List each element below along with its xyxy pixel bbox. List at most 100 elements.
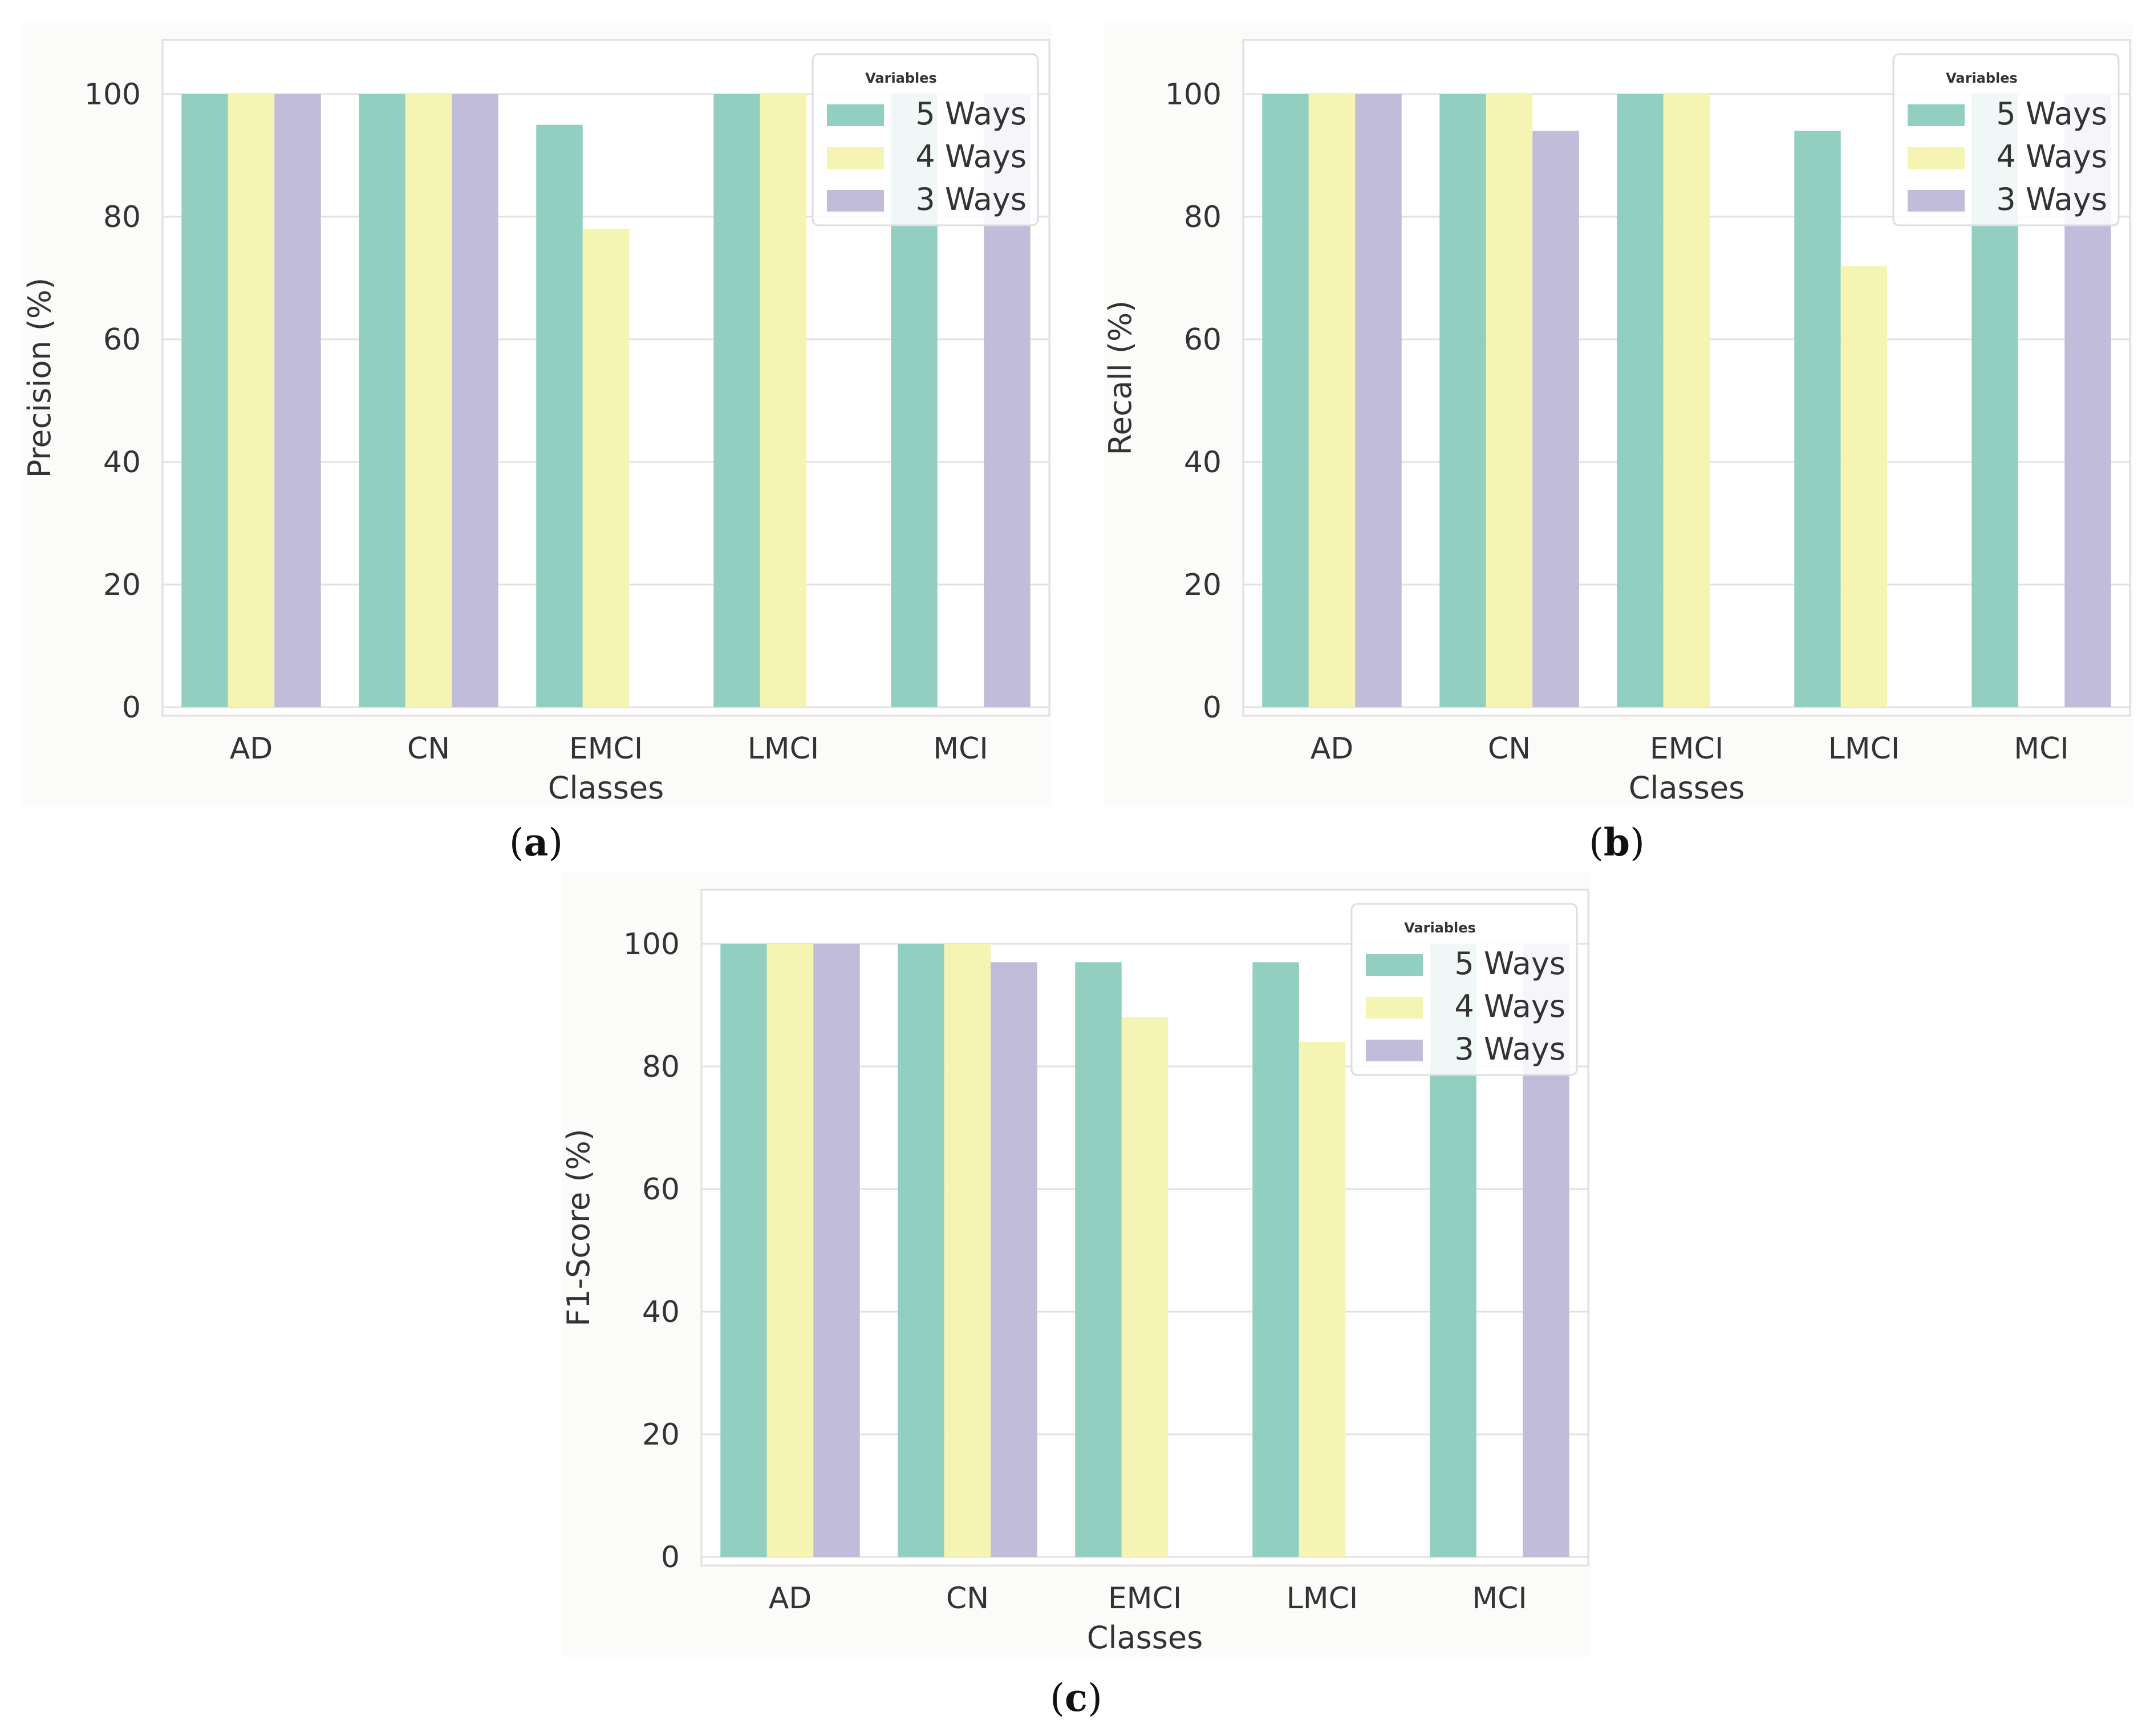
bar-cn-5-ways <box>359 94 405 707</box>
legend-box <box>812 53 1039 226</box>
caption-open-paren: ( <box>1589 821 1604 865</box>
bar-lmci-4-ways <box>760 94 807 707</box>
bar-ad-4-ways <box>228 94 275 707</box>
bar-cn-5-ways <box>898 944 944 1557</box>
bar-ad-5-ways <box>181 94 228 707</box>
bar-emci-5-ways <box>1617 94 1664 707</box>
y-tick-label: 40 <box>103 445 141 480</box>
bar-ad-5-ways <box>720 944 767 1557</box>
x-tick-label: AD <box>1311 732 1354 766</box>
bar-emci-4-ways <box>1121 1017 1169 1557</box>
chart-panel-a: 0 20 40 60 80 100 AD CN EMCI LMCI MCI Classes Precis… <box>22 23 1052 807</box>
y-tick-label: 60 <box>1184 323 1222 357</box>
legend-swatch <box>1366 954 1423 976</box>
bar-cn-4-ways <box>1486 94 1533 707</box>
legend-label: 4 Ways <box>1454 988 1565 1024</box>
legend-title: Variables <box>1946 70 2018 86</box>
caption-close-paren: ) <box>1088 1676 1102 1720</box>
legend-title: Variables <box>865 70 937 86</box>
x-tick-label: CN <box>1488 732 1531 766</box>
legend-label: 5 Ways <box>1996 96 2107 132</box>
bar-lmci-5-ways <box>713 94 760 707</box>
caption-close-paren: ) <box>1630 821 1645 865</box>
bar-cn-5-ways <box>1439 94 1486 707</box>
legend-label: 3 Ways <box>1996 181 2107 217</box>
legend-swatch <box>1366 1040 1423 1061</box>
x-tick-label: EMCI <box>569 732 643 766</box>
y-tick-label: 80 <box>103 200 141 234</box>
x-tick-label: LMCI <box>1287 1581 1358 1616</box>
bar-emci-4-ways <box>1663 94 1710 707</box>
legend-swatch <box>1908 104 1965 126</box>
y-axis-label: Precision (%) <box>22 278 58 478</box>
bar-emci-5-ways <box>536 124 583 707</box>
y-tick-label: 40 <box>642 1295 680 1329</box>
y-tick-label: 20 <box>642 1418 680 1452</box>
x-tick-label: MCI <box>933 732 988 766</box>
legend-label: 4 Ways <box>1996 139 2107 175</box>
legend-label: 3 Ways <box>1454 1031 1565 1067</box>
bar-lmci-4-ways <box>1299 1042 1346 1557</box>
legend-label: 4 Ways <box>915 139 1027 175</box>
legend-label: 5 Ways <box>915 96 1027 132</box>
y-tick-label: 0 <box>1203 691 1222 725</box>
x-tick-label: LMCI <box>1828 732 1900 766</box>
legend-swatch <box>827 104 884 126</box>
chart-panel-b: 0 20 40 60 80 100 AD CN EMCI LMCI MCI Classes Recall… <box>1102 23 2133 807</box>
y-axis-label: F1-Score (%) <box>561 1129 597 1327</box>
caption-close-paren: ) <box>548 821 563 865</box>
panel-caption: (a) <box>509 820 563 865</box>
x-tick-label: EMCI <box>1108 1581 1182 1616</box>
legend-label: 5 Ways <box>1454 946 1565 981</box>
y-tick-label: 20 <box>1184 568 1222 602</box>
bar-cn-4-ways <box>944 944 991 1557</box>
legend-swatch <box>1908 147 1965 169</box>
x-tick-label: MCI <box>2014 732 2069 766</box>
x-tick-label: MCI <box>1472 1581 1527 1616</box>
bar-emci-4-ways <box>582 229 630 707</box>
y-tick-label: 100 <box>84 78 141 112</box>
y-axis-label: Recall (%) <box>1102 301 1138 456</box>
bar-ad-5-ways <box>1262 94 1309 707</box>
legend-swatch <box>1908 190 1965 212</box>
x-tick-label: AD <box>230 732 273 766</box>
caption-letter: a <box>524 820 549 865</box>
x-tick-label: CN <box>946 1581 989 1616</box>
caption-letter: c <box>1065 1676 1088 1720</box>
x-axis-label: Classes <box>548 770 664 806</box>
bar-emci-5-ways <box>1075 962 1122 1557</box>
legend: Variables 5 Ways 4 Ways 3 Ways <box>1892 53 2120 226</box>
legend-swatch <box>1366 997 1423 1019</box>
y-tick-label: 0 <box>661 1540 680 1575</box>
bar-cn-3-ways <box>452 94 498 707</box>
bar-lmci-5-ways <box>1252 962 1299 1557</box>
legend-swatch <box>827 147 884 169</box>
y-tick-label: 0 <box>122 691 141 725</box>
bar-lmci-4-ways <box>1840 266 1888 707</box>
caption-open-paren: ( <box>509 821 524 865</box>
y-tick-label: 80 <box>642 1050 680 1084</box>
x-tick-label: CN <box>407 732 450 766</box>
caption-letter: b <box>1604 820 1630 865</box>
legend: Variables 5 Ways 4 Ways 3 Ways <box>1350 903 1578 1076</box>
bar-ad-3-ways <box>274 94 321 707</box>
bar-ad-3-ways <box>813 944 860 1557</box>
legend-box <box>1350 903 1578 1076</box>
bar-cn-3-ways <box>1532 131 1579 707</box>
legend: Variables 5 Ways 4 Ways 3 Ways <box>812 53 1039 226</box>
caption-open-paren: ( <box>1050 1676 1065 1720</box>
bar-ad-4-ways <box>1308 94 1356 707</box>
bar-cn-4-ways <box>405 94 452 707</box>
panel-caption: (c) <box>1050 1676 1102 1720</box>
bar-ad-3-ways <box>1355 94 1402 707</box>
x-axis-label: Classes <box>1087 1620 1203 1656</box>
legend-box <box>1892 53 2120 226</box>
bar-lmci-5-ways <box>1794 131 1841 707</box>
y-tick-label: 100 <box>623 927 680 962</box>
y-tick-label: 20 <box>103 568 141 602</box>
bar-ad-4-ways <box>766 944 814 1557</box>
x-tick-label: LMCI <box>748 732 819 766</box>
x-axis-label: Classes <box>1629 770 1745 806</box>
panel-caption: (b) <box>1589 820 1645 865</box>
